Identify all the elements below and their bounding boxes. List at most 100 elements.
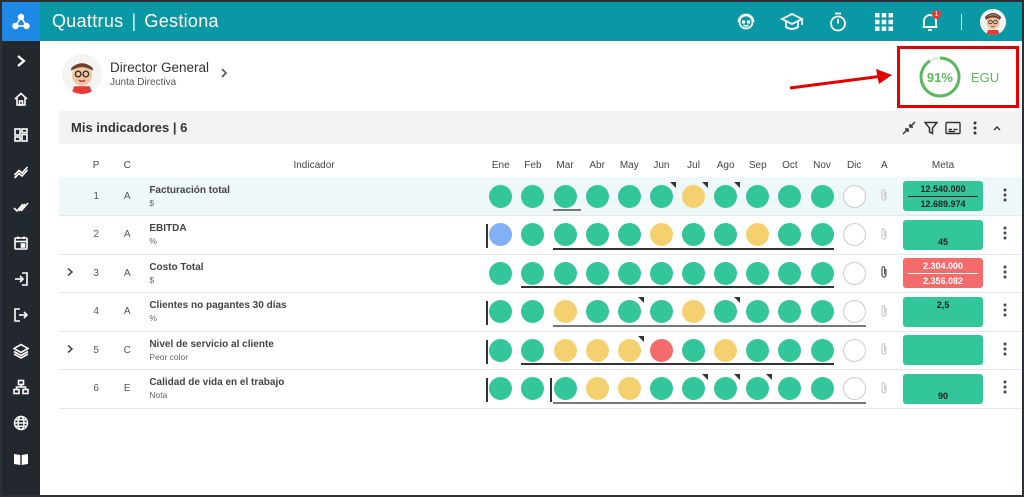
status-dot[interactable] [617, 297, 644, 324]
status-dot[interactable] [617, 377, 641, 401]
status-dot[interactable] [617, 223, 641, 247]
attachment-cell[interactable] [870, 292, 899, 332]
indicator-cell[interactable]: Clientes no pagantes 30 días% [143, 292, 485, 332]
status-dot[interactable] [521, 338, 545, 362]
apps-grid-icon[interactable] [869, 7, 899, 37]
filter-icon[interactable] [920, 117, 942, 139]
sidebar-item-hierarchy[interactable] [2, 369, 40, 405]
status-dot[interactable] [489, 261, 513, 285]
more-vert-icon[interactable] [1002, 342, 1008, 359]
sidebar-item-dashboard[interactable] [2, 117, 40, 153]
status-dot[interactable] [521, 377, 545, 401]
indicator-cell[interactable]: Nivel de servicio al cliente Peor color [143, 331, 485, 370]
status-dot[interactable] [649, 300, 673, 324]
paperclip-icon[interactable] [880, 266, 888, 281]
status-dot[interactable] [778, 338, 802, 362]
table-row[interactable]: 5 C Nivel de servicio al cliente Peor color [59, 331, 1022, 370]
status-dot[interactable] [617, 184, 641, 208]
paperclip-icon[interactable] [880, 227, 888, 243]
status-dot[interactable] [489, 184, 513, 208]
meta-value[interactable]: 12.540.000 12.689.974 [903, 181, 984, 211]
paperclip-icon[interactable] [880, 381, 888, 397]
table-row[interactable]: 1 A Facturación total $12.540.000 12.689.974 [59, 177, 1022, 216]
status-dot[interactable] [553, 300, 577, 324]
status-dot[interactable] [810, 223, 834, 247]
status-dot[interactable] [585, 223, 609, 247]
status-dot[interactable] [842, 184, 866, 208]
chevron-right-icon[interactable] [66, 344, 74, 357]
status-dot[interactable] [585, 261, 609, 285]
indicator-cell[interactable]: Calidad de vida en el trabajo Nota [143, 369, 485, 409]
status-dot[interactable] [553, 223, 577, 247]
more-vert-icon[interactable] [1002, 188, 1008, 205]
attachment-cell[interactable] [870, 331, 899, 370]
sidebar-item-login[interactable] [2, 261, 40, 297]
status-dot[interactable] [682, 300, 706, 324]
status-dot[interactable] [489, 377, 513, 401]
status-dot[interactable] [521, 261, 545, 285]
status-dot[interactable] [714, 374, 741, 401]
user-profile[interactable]: Director General Junta Directiva [62, 54, 229, 94]
chevron-up-icon[interactable] [986, 117, 1008, 139]
status-dot[interactable] [746, 338, 770, 362]
meta-value[interactable]: 90 [903, 373, 984, 404]
status-dot[interactable] [810, 184, 834, 208]
timer-icon[interactable] [823, 7, 853, 37]
table-row[interactable]: 6 E Calidad de vida en el trabajo Nota 90 [59, 369, 1022, 409]
sidebar-item-layers[interactable] [2, 333, 40, 369]
chevron-right-icon[interactable] [66, 267, 74, 280]
status-dot[interactable] [842, 223, 866, 247]
status-dot[interactable] [682, 261, 706, 285]
status-dot[interactable] [746, 374, 773, 401]
status-dot[interactable] [489, 300, 513, 324]
sidebar-item-globe[interactable] [2, 405, 40, 441]
status-dot[interactable] [714, 261, 738, 285]
more-vert-icon[interactable] [1002, 265, 1008, 282]
meta-value[interactable] [903, 335, 984, 366]
bell-icon[interactable]: 1 [915, 7, 945, 37]
status-dot[interactable] [649, 338, 673, 362]
attachment-cell[interactable] [870, 177, 899, 216]
indicator-name[interactable]: Nivel de servicio al cliente [149, 338, 274, 350]
paperclip-icon[interactable] [880, 189, 888, 204]
status-dot[interactable] [649, 181, 676, 208]
meta-value[interactable]: 45 [903, 219, 984, 250]
status-dot[interactable] [553, 261, 577, 285]
indicator-name[interactable]: Clientes no pagantes 30 días [149, 300, 287, 312]
sidebar-item-trends[interactable] [2, 153, 40, 189]
more-vert-icon[interactable] [1002, 226, 1008, 243]
expand-cell[interactable] [59, 331, 82, 370]
status-dot[interactable] [746, 261, 770, 285]
collapse-icon[interactable] [898, 117, 920, 139]
more-vert-icon[interactable] [1002, 380, 1008, 397]
status-dot[interactable] [778, 223, 802, 247]
status-dot[interactable] [746, 184, 770, 208]
sidebar-item-approvals[interactable] [2, 189, 40, 225]
status-dot[interactable] [617, 335, 644, 362]
status-dot[interactable] [778, 300, 802, 324]
indicator-name[interactable]: Costo Total [149, 261, 204, 273]
status-dot[interactable] [553, 377, 577, 401]
status-dot[interactable] [682, 181, 709, 208]
graduation-cap-icon[interactable] [777, 7, 807, 37]
user-menu[interactable] [978, 7, 1008, 37]
status-dot[interactable] [778, 261, 802, 285]
more-vert-icon[interactable] [1002, 303, 1008, 320]
indicator-name[interactable]: Calidad de vida en el trabajo [149, 377, 285, 389]
status-dot[interactable] [649, 377, 673, 401]
indicator-cell[interactable]: Costo Total $ [143, 254, 485, 293]
status-dot[interactable] [649, 223, 673, 247]
support-agent-icon[interactable] [731, 7, 761, 37]
status-dot[interactable] [714, 223, 738, 247]
status-dot[interactable] [714, 297, 741, 324]
status-dot[interactable] [489, 338, 513, 362]
table-row[interactable]: 4 A Clientes no pagantes 30 días% 2,5 [59, 292, 1022, 332]
sidebar-item-book[interactable] [2, 441, 40, 477]
app-logo[interactable] [2, 2, 40, 41]
status-dot[interactable] [489, 223, 513, 247]
indicator-name[interactable]: EBITDA [149, 223, 187, 235]
status-dot[interactable] [585, 377, 609, 401]
status-dot[interactable] [778, 184, 802, 208]
status-dot[interactable] [585, 300, 609, 324]
sidebar-item-expand[interactable] [2, 41, 40, 81]
